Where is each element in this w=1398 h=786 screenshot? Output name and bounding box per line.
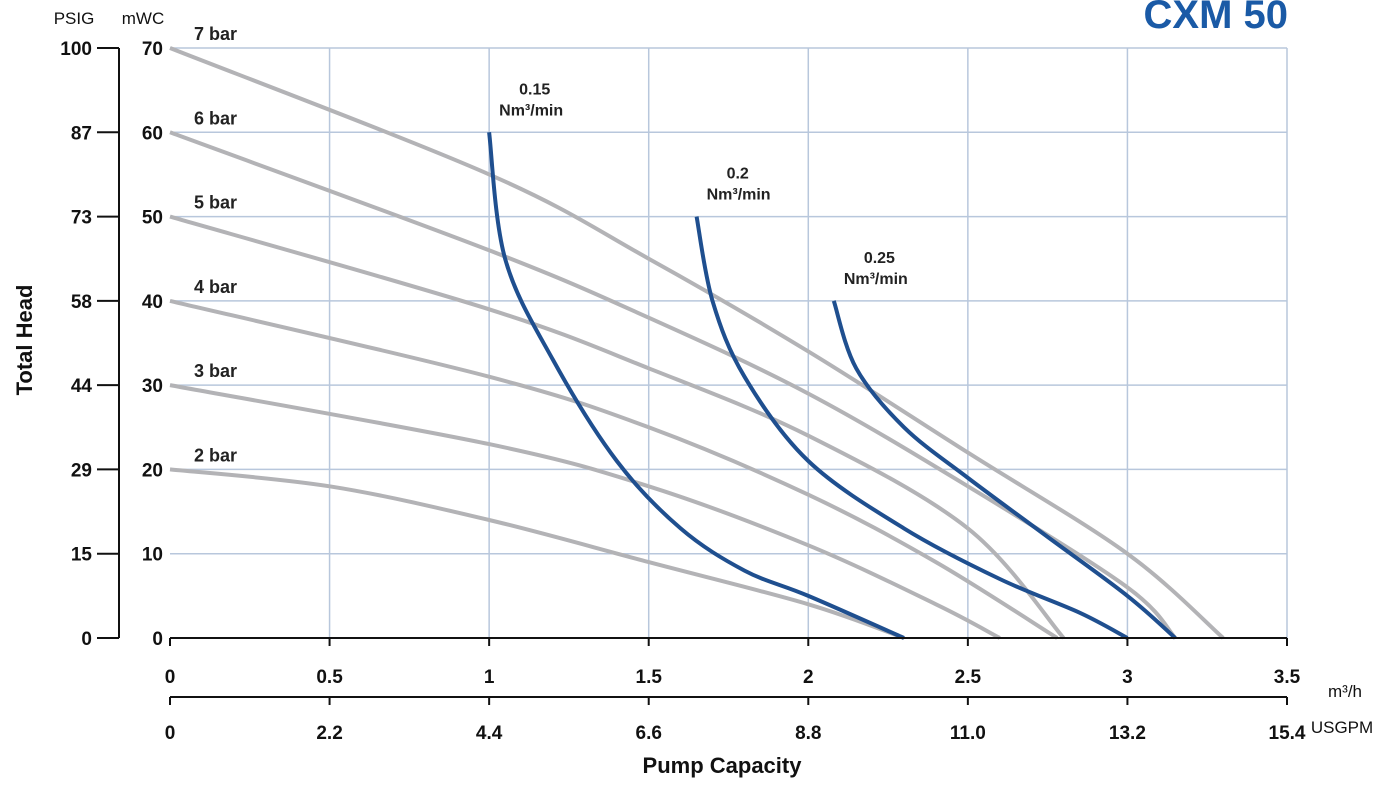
pressure-curve: [169, 298, 1059, 640]
air-consumption-curve: [694, 216, 1129, 640]
x-tick-label: 2.5: [955, 667, 982, 688]
grid: [170, 47, 1288, 638]
x2-unit-label: USGPM: [1311, 718, 1373, 737]
air-consumption-curve: [487, 132, 905, 640]
y2-tick-label: 15: [71, 545, 93, 566]
x2-tick-label: 13.2: [1109, 723, 1146, 744]
x-tick-label: 1.5: [636, 667, 663, 688]
x-tick-label: 0.5: [316, 667, 343, 688]
y2-tick-label: 87: [71, 123, 92, 144]
pressure-curve-label: 6 bar: [194, 108, 237, 128]
pressure-curve-label: 4 bar: [194, 277, 237, 297]
x2-tick-label: 8.8: [795, 723, 821, 744]
air-curve-label-line: Nm³/min: [844, 271, 908, 288]
pressure-curve-label: 2 bar: [194, 445, 237, 465]
air-curve-label-line: Nm³/min: [707, 187, 771, 204]
y-tick-label: 60: [142, 123, 163, 144]
x-tick-label: 3.5: [1274, 667, 1301, 688]
y-unit-label: mWC: [122, 9, 164, 28]
y2-tick-label: 73: [71, 208, 92, 229]
axes: 0 0.5 1 1.5 2 2.5 3 3.5 m³/h 0 2.2 4.4 6.6 8.8 11.0 13.…: [54, 9, 1373, 744]
y-tick-label: 0: [152, 629, 163, 650]
air-curve-label-line: 0.15: [519, 81, 550, 98]
y2-tick-label: 0: [81, 629, 92, 650]
air-curve-label: 0.2 Nm³/min: [707, 166, 771, 204]
x2-tick-label: 6.6: [636, 723, 662, 744]
x-tick-label: 1: [484, 667, 495, 688]
pressure-curve: [169, 383, 1001, 640]
y2-tick-label: 100: [60, 39, 92, 60]
pressure-curve: [169, 130, 1177, 640]
y2-tick-label: 44: [71, 376, 93, 397]
air-consumption-curves: 0.15 Nm³/min 0.2 Nm³/min 0.25 Nm³/min: [487, 81, 1177, 640]
pressure-curve: [169, 46, 1225, 640]
x2-tick-label: 15.4: [1269, 723, 1306, 744]
x2-tick-label: 11.0: [950, 723, 986, 744]
chart-title: CXM 50: [1144, 0, 1289, 37]
air-curve-label: 0.25 Nm³/min: [844, 250, 908, 288]
air-curve-label-line: Nm³/min: [499, 102, 563, 119]
pressure-curve-label: 3 bar: [194, 361, 237, 381]
x-unit-label: m³/h: [1328, 682, 1362, 701]
x-tick-label: 3: [1122, 667, 1133, 688]
pressure-curve: [169, 214, 1066, 640]
y-tick-label: 40: [142, 292, 163, 313]
pressure-curve-label: 5 bar: [194, 193, 237, 213]
y2-tick-label: 29: [71, 460, 92, 481]
y-tick-label: 70: [142, 39, 163, 60]
air-curve-label-line: 0.2: [727, 166, 749, 183]
air-curve-label-line: 0.25: [864, 250, 895, 267]
x2-tick-label: 0: [165, 723, 176, 744]
air-consumption-curve: [831, 300, 1177, 640]
x2-tick-label: 2.2: [316, 723, 342, 744]
y-tick-label: 20: [142, 460, 163, 481]
x-tick-label: 2: [803, 667, 814, 688]
y-tick-label: 10: [142, 545, 163, 566]
y2-tick-label: 58: [71, 292, 92, 313]
pressure-curves: 7 bar 6 bar 5 bar 4 bar 3 bar 2 bar: [169, 24, 1225, 640]
x-axis-title: Pump Capacity: [643, 753, 803, 778]
y-tick-label: 50: [142, 208, 163, 229]
pressure-curve-label: 7 bar: [194, 24, 237, 44]
x-tick-label: 0: [165, 667, 176, 688]
y2-unit-label: PSIG: [54, 9, 95, 28]
air-curve-label: 0.15 Nm³/min: [499, 81, 563, 119]
x2-tick-label: 4.4: [476, 723, 503, 744]
y-tick-label: 30: [142, 376, 163, 397]
pressure-curve: [169, 467, 905, 640]
y-axis-title: Total Head: [12, 285, 37, 396]
